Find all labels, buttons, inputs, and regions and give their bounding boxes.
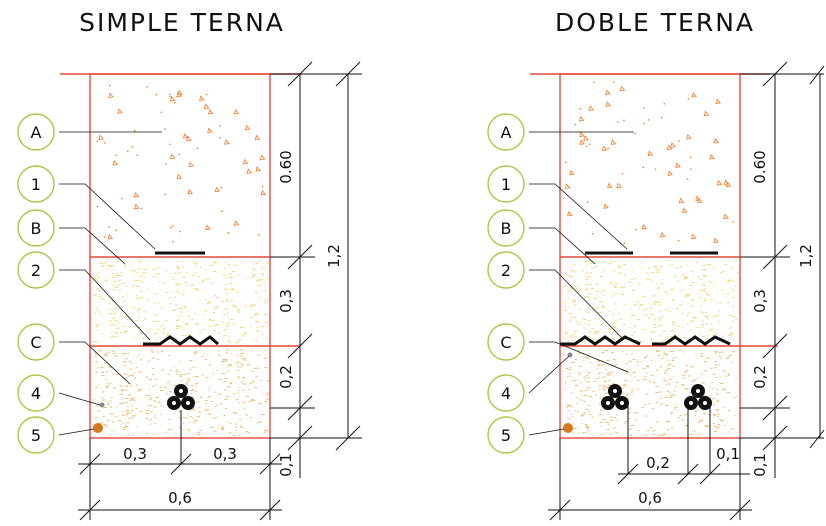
dimension-lines-vertical — [270, 61, 362, 478]
label-2-text: 2 — [501, 261, 511, 280]
label-2: 2 — [487, 251, 525, 289]
label-c: C — [487, 323, 525, 361]
protection-plates — [143, 335, 219, 346]
layer-c-fill — [93, 349, 271, 436]
layer-a-fill — [96, 84, 267, 243]
protection-plates-left — [560, 335, 641, 346]
cable-axes — [627, 402, 711, 474]
label-c-text: C — [500, 333, 511, 352]
label-b: B — [17, 209, 55, 247]
dim-layer-b: 0,3 — [277, 289, 295, 313]
dim-half-right: 0,3 — [213, 445, 237, 463]
label-b: B — [487, 209, 525, 247]
layer-c-fill — [563, 349, 738, 436]
dim-total-depth: 1,2 — [325, 244, 343, 268]
label-4: 4 — [487, 374, 525, 412]
leader-lines — [528, 131, 634, 436]
label-2: 2 — [17, 251, 55, 289]
label-4-text: 4 — [31, 384, 41, 403]
section-simple-terna: A 1 B 2 C 4 5 0.60 0,3 0,2 0,1 1,2 — [17, 61, 362, 521]
label-b-text: B — [31, 219, 42, 238]
item-5-dot — [93, 423, 103, 433]
layer-b-fill — [563, 260, 740, 344]
dim-total-depth: 1,2 — [797, 244, 815, 268]
dim-layer-a: 0.60 — [277, 150, 295, 183]
trench-outline — [89, 73, 271, 439]
label-4-text: 4 — [501, 384, 511, 403]
label-1-text: 1 — [31, 175, 41, 194]
dim-offset: 0,1 — [716, 445, 740, 463]
label-1-text: 1 — [501, 175, 511, 194]
item-4-dot — [99, 402, 105, 408]
label-b-text: B — [501, 219, 512, 238]
label-c: C — [17, 323, 55, 361]
label-c-text: C — [30, 333, 41, 352]
label-2-text: 2 — [31, 261, 41, 280]
section-doble-terna: A 1 B 2 C 4 5 0.60 0,3 0,2 0,1 1,2 — [487, 61, 825, 521]
trench-outline — [559, 73, 741, 439]
label-a-text: A — [31, 123, 42, 142]
label-a: A — [487, 113, 525, 151]
dimension-lines-horizontal — [548, 438, 752, 521]
protection-plates-right — [652, 335, 731, 346]
dim-below: 0,1 — [751, 453, 769, 477]
three-cable-trefoil-icon — [601, 384, 629, 410]
dim-half-left: 0,3 — [123, 445, 147, 463]
dimension-lines-vertical — [740, 61, 825, 478]
dim-width: 0,6 — [168, 489, 192, 507]
label-a: A — [17, 113, 55, 151]
dim-spacing: 0,2 — [646, 454, 670, 472]
dim-below: 0,1 — [277, 453, 295, 477]
label-5: 5 — [487, 416, 525, 454]
layer-a-fill — [564, 81, 734, 245]
dim-layer-a: 0.60 — [751, 150, 769, 183]
item-5-dot — [563, 423, 573, 433]
layer-b-fill — [93, 260, 269, 344]
dim-width: 0,6 — [638, 489, 662, 507]
title-doble-terna: DOBLE TERNA — [555, 8, 755, 37]
dim-layer-c: 0,2 — [277, 365, 295, 389]
leader-lines — [58, 131, 162, 436]
label-5-text: 5 — [31, 426, 41, 445]
label-1: 1 — [487, 165, 525, 203]
three-cable-trefoil-icon — [167, 384, 195, 410]
dimension-lines-horizontal — [78, 438, 282, 521]
title-simple-terna: SIMPLE TERNA — [79, 8, 285, 37]
dim-layer-c: 0,2 — [751, 365, 769, 389]
label-5: 5 — [17, 416, 55, 454]
label-5-text: 5 — [501, 426, 511, 445]
label-1: 1 — [17, 165, 55, 203]
label-4: 4 — [17, 374, 55, 412]
dim-layer-b: 0,3 — [751, 289, 769, 313]
label-a-text: A — [501, 123, 512, 142]
